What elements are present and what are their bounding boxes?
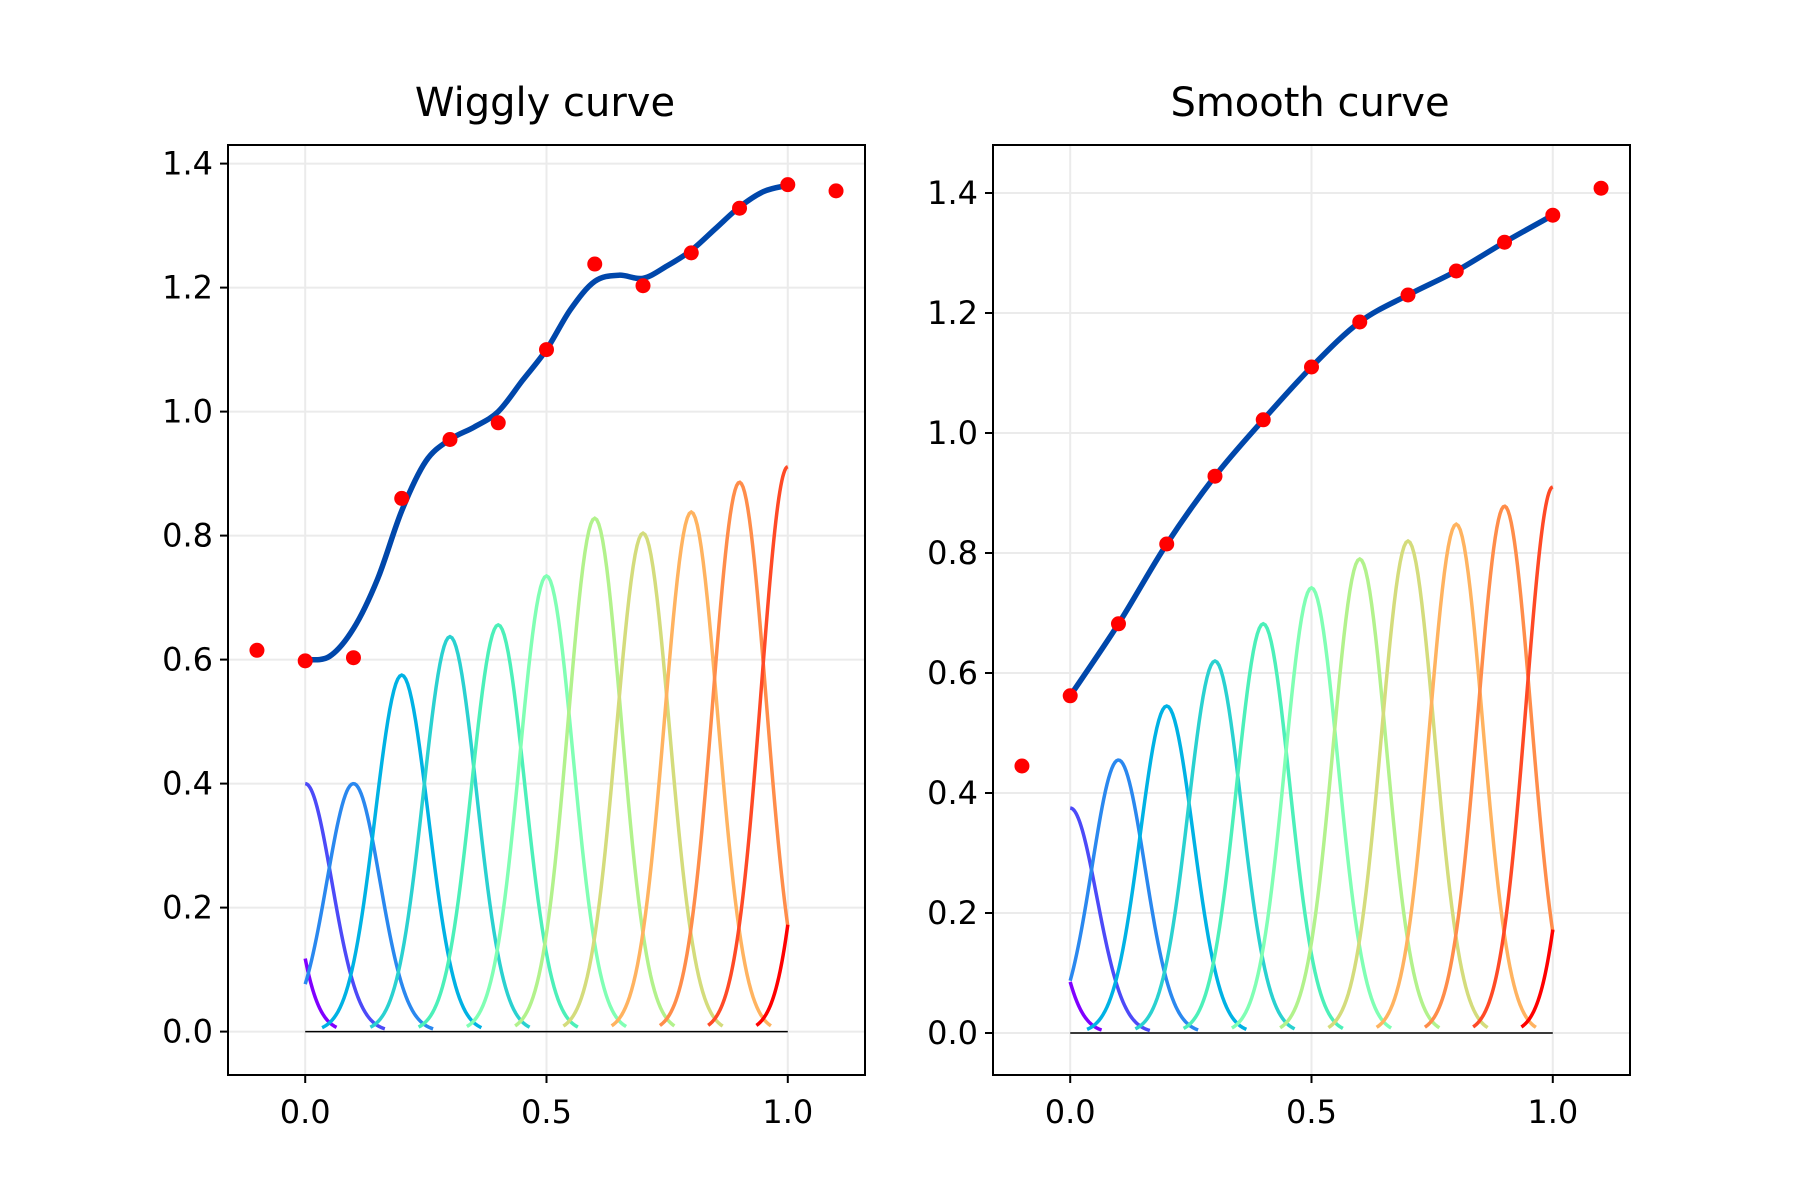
data-point <box>1255 412 1271 428</box>
plot-area <box>228 145 865 1075</box>
data-point <box>587 256 603 272</box>
panel-title: Smooth curve <box>1170 80 1449 126</box>
y-tick-label: 1.4 <box>162 145 213 183</box>
basis-function-line <box>1472 485 1554 1029</box>
basis-function-line <box>1068 758 1199 1032</box>
smooth-curve-panel: Smooth curve 0.0 0.5 1.0 0.0 0.2 0.4 0.6 0.8 1.0… <box>927 80 1631 1131</box>
data-point <box>297 653 313 669</box>
x-tick-label: 1.0 <box>762 1093 813 1131</box>
y-tick-label: 0.2 <box>162 889 213 927</box>
data-point <box>1062 688 1078 704</box>
y-tick-label: 0.0 <box>162 1013 213 1051</box>
y-tick-label: 0.6 <box>162 641 213 679</box>
data-point <box>780 177 796 193</box>
basis-function-line <box>1086 704 1248 1031</box>
data-point <box>635 278 651 294</box>
data-point <box>249 642 265 658</box>
data-point <box>1207 468 1223 484</box>
basis-function-line <box>755 924 790 1027</box>
basis-function-line <box>369 634 531 1029</box>
basis-function-line <box>304 781 386 1031</box>
y-tick-label: 1.4 <box>927 174 978 212</box>
data-point <box>1159 536 1175 552</box>
y-tick-label: 0.0 <box>927 1014 978 1052</box>
basis-function-line <box>321 673 483 1030</box>
data-point <box>1014 758 1030 774</box>
data-point <box>1352 314 1368 330</box>
basis-function-line <box>1069 806 1151 1033</box>
basis-function-line <box>303 781 434 1031</box>
y-tick-label: 1.0 <box>162 393 213 431</box>
data-point <box>394 490 410 506</box>
basis-function-line <box>1375 522 1537 1029</box>
basis-function-line <box>610 509 772 1028</box>
y-tick-label: 0.2 <box>927 894 978 932</box>
basis-function-line <box>1279 556 1441 1030</box>
basis-function-line <box>562 530 724 1028</box>
data-point <box>1545 207 1561 223</box>
basis-function-line <box>465 573 628 1029</box>
y-tick-label: 0.8 <box>162 517 213 555</box>
data-point <box>1110 616 1126 632</box>
data-point <box>1593 180 1609 196</box>
wiggly-curve-panel: Wiggly curve 0.0 0.5 1.0 0.0 0.2 0.4 0.6 0.8 1.0… <box>162 80 866 1131</box>
data-point <box>539 342 554 358</box>
y-tick-label: 1.2 <box>162 269 213 307</box>
basis-function-line <box>658 480 790 1027</box>
basis-function-line <box>514 516 676 1028</box>
basis-function-line <box>1068 981 1103 1032</box>
data-point <box>345 650 361 666</box>
data-point <box>732 200 748 216</box>
panel-title: Wiggly curve <box>415 80 675 126</box>
x-tick-label: 0.0 <box>280 1093 331 1131</box>
data-point <box>490 415 506 431</box>
y-tick-label: 0.8 <box>927 534 978 572</box>
basis-function-line <box>1520 929 1555 1029</box>
basis-function-line <box>303 958 338 1029</box>
data-point <box>1497 234 1513 250</box>
basis-function-line <box>1230 585 1393 1030</box>
x-tick-label: 0.5 <box>1286 1093 1337 1131</box>
basis-function-line <box>417 622 579 1029</box>
data-point <box>1448 263 1464 279</box>
plot-area <box>993 145 1630 1075</box>
basis-function-line <box>1134 659 1296 1031</box>
basis-function-line <box>707 465 789 1027</box>
data-point <box>1304 359 1319 375</box>
x-tick-label: 0.0 <box>1045 1093 1096 1131</box>
data-point <box>828 183 844 199</box>
data-point <box>442 432 458 447</box>
data-point <box>1400 287 1416 303</box>
x-tick-label: 1.0 <box>1527 1093 1578 1131</box>
x-tick-label: 0.5 <box>521 1093 572 1131</box>
basis-function-line <box>1182 621 1344 1030</box>
basis-function-line <box>1327 538 1489 1029</box>
y-tick-label: 0.6 <box>927 654 978 692</box>
y-tick-label: 0.4 <box>927 774 978 812</box>
y-tick-label: 0.4 <box>162 765 213 803</box>
y-tick-label: 1.0 <box>927 414 978 452</box>
data-point <box>683 245 699 261</box>
y-tick-label: 1.2 <box>927 294 978 332</box>
basis-function-line <box>1423 504 1555 1029</box>
